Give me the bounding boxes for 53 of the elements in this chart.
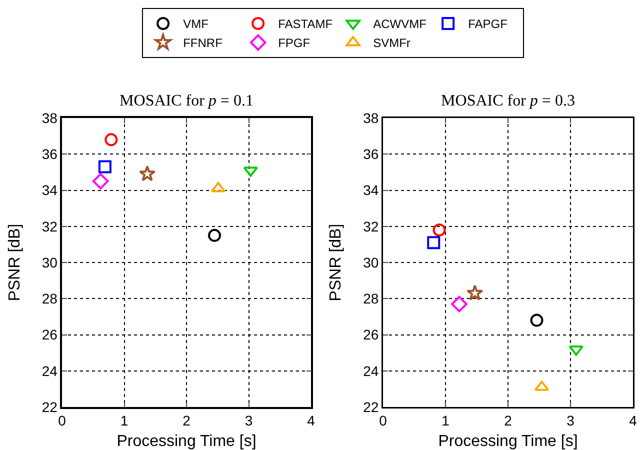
chart-title: MOSAIC for p = 0.3 [441,92,575,110]
y-axis-title: PSNR [dB] [328,224,344,302]
point [138,165,156,182]
y-tick-label: 38 [42,110,58,126]
legend-label: SVMFr [373,36,410,50]
y-tick-label: 34 [42,182,58,198]
x-tick-label: 2 [182,412,191,429]
legend-label: FPGF [278,36,310,50]
chart-title: MOSAIC for p = 0.1 [120,92,254,110]
x-tick-label: 1 [442,412,450,428]
x-tick-label: 1 [120,412,128,429]
y-tick-label: 26 [42,326,58,343]
x-axis-title: Processing Time [s] [438,433,578,450]
point [466,284,484,300]
point [243,166,258,177]
x-tick-label: 3 [566,412,575,428]
y-tick-label: 36 [42,146,58,162]
y-tick-label: 32 [42,218,58,234]
y-tick-label: 28 [42,290,58,307]
y-tick-label: 30 [42,254,58,270]
x-tick-label: 3 [244,412,253,429]
y-tick-label: 38 [363,110,379,126]
y-tick-label: 26 [363,326,379,343]
y-axis-title: PSNR [dB] [6,224,24,302]
x-tick-label: 4 [629,412,638,428]
point [530,314,544,327]
y-tick-label: 36 [363,146,379,162]
x-axis-title: Processing Time [s] [116,433,256,450]
x-tick-label: 0 [379,412,388,428]
y-tick-label: 24 [42,362,58,379]
point [210,182,226,192]
legend-label: FFNRF [183,36,222,50]
y-tick-label: 28 [363,290,379,307]
legend-label: VMF [183,17,208,32]
legend-label: FASTAMF [278,17,333,32]
point [451,296,468,312]
y-tick-label: 30 [363,254,379,270]
y-tick-label: 34 [363,182,379,198]
legend-label: FAPGF [468,17,508,32]
point [427,236,440,250]
x-tick-label: 4 [307,412,316,429]
y-tick-label: 22 [42,398,58,415]
point [98,160,112,174]
x-tick-label: 2 [504,412,512,428]
y-tick-label: 32 [363,218,379,234]
x-tick-label: 0 [58,412,66,429]
y-tick-label: 24 [363,362,379,379]
y-tick-label: 22 [363,398,379,415]
legend-label: ACWVMF [373,17,426,32]
point [92,173,109,190]
point [432,223,446,236]
point [104,133,118,146]
point [208,228,222,242]
